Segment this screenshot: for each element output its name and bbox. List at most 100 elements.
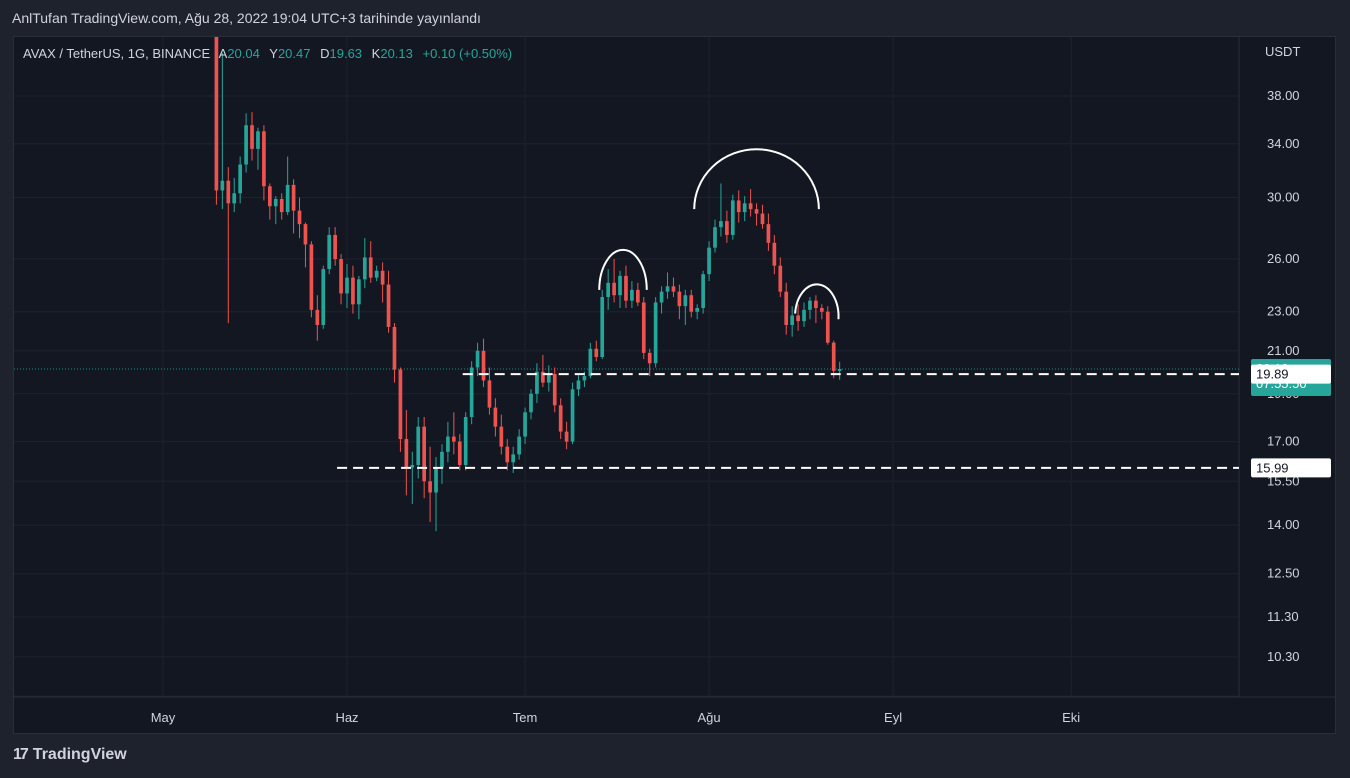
candle[interactable] <box>368 257 373 278</box>
candle[interactable] <box>297 210 302 225</box>
candle[interactable] <box>624 275 628 301</box>
candle[interactable] <box>552 373 557 406</box>
candle[interactable] <box>612 282 616 296</box>
candle[interactable] <box>386 284 391 327</box>
candle[interactable] <box>730 200 735 235</box>
candle[interactable] <box>285 184 290 213</box>
candle[interactable] <box>772 242 777 266</box>
candle[interactable] <box>327 234 332 270</box>
candle[interactable] <box>273 198 278 207</box>
candle[interactable] <box>778 265 783 292</box>
candle[interactable] <box>451 436 456 442</box>
candle[interactable] <box>362 257 367 280</box>
candle[interactable] <box>244 125 248 165</box>
candle[interactable] <box>226 180 231 204</box>
candle[interactable] <box>523 412 527 437</box>
candle[interactable] <box>214 37 219 191</box>
candle[interactable] <box>315 309 320 325</box>
chart-panel[interactable]: May Haz Tem Ağu Eyl Eki USDT 10.30 11.30 12.50 14.… <box>13 36 1336 734</box>
candle[interactable] <box>505 446 510 463</box>
candle[interactable] <box>825 311 830 343</box>
candle[interactable] <box>766 224 771 243</box>
candle[interactable] <box>404 439 409 468</box>
candle[interactable] <box>606 282 611 298</box>
candle[interactable] <box>837 368 842 371</box>
candle[interactable] <box>564 431 569 442</box>
candle[interactable] <box>267 186 272 207</box>
candle[interactable] <box>600 297 605 357</box>
candlestick-chart[interactable]: May Haz Tem Ağu Eyl Eki USDT 10.30 11.30 12.50 14.… <box>14 37 1335 733</box>
candle[interactable] <box>220 180 225 191</box>
candle[interactable] <box>784 291 789 325</box>
candle[interactable] <box>434 467 438 493</box>
candle[interactable] <box>262 131 266 187</box>
candle[interactable] <box>677 291 682 307</box>
candle[interactable] <box>351 277 355 305</box>
candle[interactable] <box>790 315 795 325</box>
candle[interactable] <box>588 348 593 377</box>
candle[interactable] <box>380 270 385 285</box>
candle[interactable] <box>719 221 723 228</box>
candle[interactable] <box>398 369 403 440</box>
candle[interactable] <box>475 350 480 368</box>
candle[interactable] <box>760 213 765 225</box>
candle[interactable] <box>659 291 664 303</box>
candle[interactable] <box>665 286 670 292</box>
candle[interactable] <box>576 380 581 390</box>
candle[interactable] <box>416 426 421 465</box>
candle[interactable] <box>487 380 492 408</box>
candle[interactable] <box>742 203 747 213</box>
candle[interactable] <box>819 307 824 312</box>
candle[interactable] <box>570 389 575 442</box>
candle[interactable] <box>511 454 516 463</box>
candle[interactable] <box>546 373 551 383</box>
candle[interactable] <box>618 275 622 296</box>
candle[interactable] <box>303 224 308 245</box>
candle[interactable] <box>635 289 640 303</box>
candle[interactable] <box>808 300 812 310</box>
candle[interactable] <box>333 234 337 260</box>
candle[interactable] <box>630 289 634 301</box>
candle[interactable] <box>481 350 486 381</box>
candle[interactable] <box>345 277 349 294</box>
candle[interactable] <box>736 200 741 213</box>
candle[interactable] <box>831 342 836 371</box>
candle[interactable] <box>446 436 450 452</box>
candle[interactable] <box>689 295 694 312</box>
candle[interactable] <box>517 436 521 455</box>
candle[interactable] <box>339 259 343 294</box>
candle[interactable] <box>748 203 753 210</box>
candle[interactable] <box>321 269 326 325</box>
candle[interactable] <box>392 326 397 370</box>
candle[interactable] <box>422 426 427 482</box>
candle[interactable] <box>713 227 717 248</box>
candle[interactable] <box>410 464 415 468</box>
candle[interactable] <box>428 481 432 493</box>
candle[interactable] <box>250 125 254 149</box>
candle[interactable] <box>683 295 688 307</box>
candle[interactable] <box>541 371 545 383</box>
tradingview-logo[interactable]: 17 TradingView <box>13 746 127 764</box>
candle[interactable] <box>641 302 646 353</box>
candle[interactable] <box>653 302 658 364</box>
candle[interactable] <box>463 417 468 465</box>
candle[interactable] <box>238 164 243 194</box>
candle[interactable] <box>754 209 759 214</box>
candle[interactable] <box>529 393 533 413</box>
candle[interactable] <box>647 352 652 364</box>
candle[interactable] <box>582 376 587 381</box>
candle[interactable] <box>695 307 700 312</box>
candle[interactable] <box>671 286 676 292</box>
candle[interactable] <box>309 244 314 310</box>
candle[interactable] <box>357 279 361 305</box>
candle[interactable] <box>535 371 539 394</box>
candle[interactable] <box>499 426 504 447</box>
candle[interactable] <box>291 184 296 211</box>
candle[interactable] <box>469 367 474 418</box>
candle[interactable] <box>725 221 729 235</box>
candle[interactable] <box>814 300 818 308</box>
candle[interactable] <box>232 193 237 204</box>
candle[interactable] <box>440 451 444 468</box>
candle[interactable] <box>558 405 563 432</box>
candle[interactable] <box>594 348 599 357</box>
